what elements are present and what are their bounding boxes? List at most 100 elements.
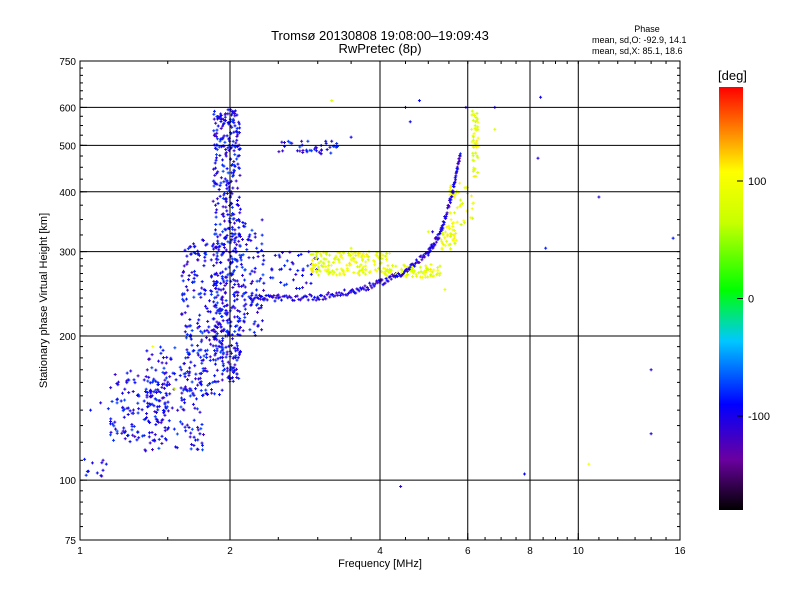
data-point <box>120 431 124 435</box>
data-point <box>157 399 161 403</box>
y-tick: 100 <box>59 476 87 487</box>
data-point <box>183 330 187 334</box>
data-point <box>144 390 148 394</box>
data-point <box>215 320 219 324</box>
data-point <box>209 342 213 346</box>
data-point <box>184 297 188 301</box>
data-point <box>237 328 241 332</box>
data-point <box>320 294 324 298</box>
data-point <box>203 255 207 259</box>
data-point <box>452 185 456 189</box>
data-point <box>235 344 239 348</box>
data-point <box>186 378 190 382</box>
data-point <box>544 246 548 250</box>
data-point <box>471 135 475 139</box>
data-point <box>262 288 266 292</box>
data-point <box>252 322 256 326</box>
data-point <box>143 448 147 452</box>
data-point <box>191 280 195 284</box>
data-point <box>214 215 218 219</box>
data-point <box>372 284 376 288</box>
data-point <box>207 325 211 329</box>
data-point <box>273 253 277 257</box>
data-point <box>153 415 157 419</box>
data-point <box>454 178 458 182</box>
data-point <box>183 375 187 379</box>
data-point <box>226 321 230 325</box>
data-point <box>201 394 205 398</box>
data-point <box>201 238 205 242</box>
data-point <box>256 302 260 306</box>
data-point <box>188 394 192 398</box>
data-point <box>384 257 388 261</box>
data-point <box>219 176 223 180</box>
data-point <box>214 146 218 150</box>
data-point <box>221 230 225 234</box>
data-point <box>442 220 446 224</box>
data-point <box>328 295 332 299</box>
data-point <box>195 407 199 411</box>
data-point <box>322 295 326 299</box>
data-point <box>233 294 237 298</box>
data-point <box>455 220 459 224</box>
data-point <box>215 128 219 132</box>
data-point <box>449 198 453 202</box>
data-point <box>125 379 129 383</box>
data-point <box>324 297 328 301</box>
data-point <box>221 196 225 200</box>
y-tick-label: 500 <box>59 141 76 152</box>
data-point <box>214 158 218 162</box>
data-point <box>231 217 235 221</box>
data-point <box>470 127 474 131</box>
data-point <box>164 361 168 365</box>
data-point <box>192 245 196 249</box>
data-point <box>214 351 218 355</box>
data-point <box>223 191 227 195</box>
data-point <box>212 300 216 304</box>
data-point <box>217 188 221 192</box>
data-point <box>231 163 235 167</box>
data-point <box>458 198 462 202</box>
data-point <box>301 267 305 271</box>
data-point <box>226 273 230 277</box>
data-point <box>237 351 241 355</box>
data-point <box>172 427 176 431</box>
data-point <box>297 286 301 290</box>
data-point <box>167 382 171 386</box>
data-point <box>257 306 261 310</box>
data-point <box>414 261 418 265</box>
colorbar-unit-label: [deg] <box>718 68 747 83</box>
data-point <box>249 297 253 301</box>
data-point <box>224 205 228 209</box>
data-point <box>199 329 203 333</box>
data-point <box>168 375 172 379</box>
data-point <box>181 388 185 392</box>
data-point <box>460 202 464 206</box>
data-point <box>245 248 249 252</box>
data-point <box>166 400 170 404</box>
data-point <box>239 262 243 266</box>
data-point <box>649 432 653 436</box>
data-point <box>476 170 480 174</box>
data-point <box>231 366 235 370</box>
data-point <box>131 408 135 412</box>
y-tick-label: 100 <box>59 476 76 487</box>
data-point <box>230 171 234 175</box>
data-point <box>298 298 302 302</box>
data-point <box>233 114 237 118</box>
data-point <box>342 288 346 292</box>
data-point <box>109 386 113 390</box>
data-point <box>163 378 167 382</box>
data-point <box>129 369 133 373</box>
data-point <box>368 270 372 274</box>
data-point <box>256 296 260 300</box>
data-point <box>205 348 209 352</box>
data-point <box>331 272 335 276</box>
data-point <box>385 273 389 277</box>
data-point <box>424 264 428 268</box>
data-point <box>325 293 329 297</box>
data-point <box>357 251 361 255</box>
data-point <box>211 344 215 348</box>
data-point <box>386 279 390 283</box>
data-point <box>426 230 430 234</box>
